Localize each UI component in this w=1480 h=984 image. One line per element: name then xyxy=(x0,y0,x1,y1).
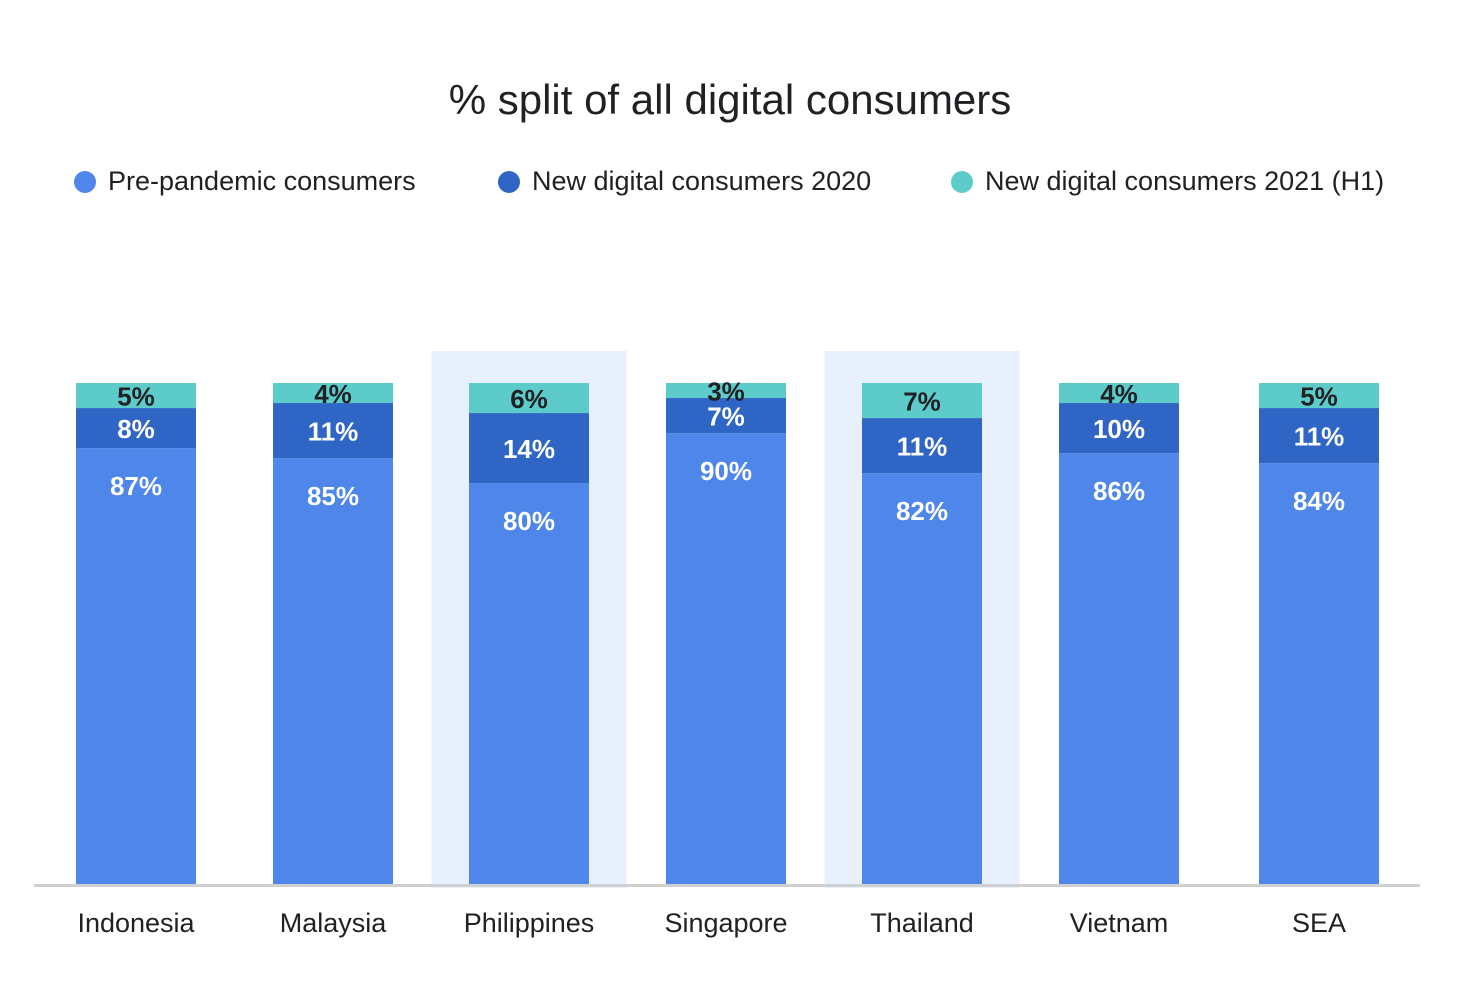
data-label-thailand-pre-pandemic-consumers: 82% xyxy=(896,496,948,526)
data-label-thailand-new-digital-consumers-2021-h1: 7% xyxy=(903,387,941,417)
legend-swatch-new-2021 xyxy=(951,170,973,193)
legend-label-new-2021: New digital consumers 2021 (H1) xyxy=(985,166,1385,196)
data-label-philippines-new-digital-consumers-2021-h1: 6% xyxy=(510,384,548,414)
bar-indonesia-new-digital-consumers-2020 xyxy=(76,408,196,449)
bar-vietnam-new-digital-consumers-2020 xyxy=(1059,403,1179,454)
bar-sea-pre-pandemic-consumers xyxy=(1259,463,1379,884)
data-label-malaysia-pre-pandemic-consumers: 85% xyxy=(307,481,359,511)
legend-swatch-new-2020 xyxy=(498,170,520,193)
data-label-vietnam-pre-pandemic-consumers: 86% xyxy=(1093,476,1145,506)
legend-item-new-2020: New digital consumers 2020 xyxy=(498,166,871,197)
bar-thailand-pre-pandemic-consumers xyxy=(862,473,982,884)
bar-thailand-new-digital-consumers-2020 xyxy=(862,418,982,474)
data-label-philippines-pre-pandemic-consumers: 80% xyxy=(503,506,555,536)
data-label-malaysia-new-digital-consumers-2021-h1: 4% xyxy=(314,379,352,409)
data-label-indonesia-new-digital-consumers-2020: 8% xyxy=(117,414,155,444)
data-label-vietnam-new-digital-consumers-2020: 10% xyxy=(1093,414,1145,444)
data-label-singapore-pre-pandemic-consumers: 90% xyxy=(700,456,752,486)
bar-malaysia-pre-pandemic-consumers xyxy=(273,458,393,884)
data-label-sea-new-digital-consumers-2021-h1: 5% xyxy=(1300,382,1338,412)
x-tick-label-thailand: Thailand xyxy=(870,908,974,938)
data-label-indonesia-pre-pandemic-consumers: 87% xyxy=(110,471,162,501)
bar-thailand-new-digital-consumers-2021-h1 xyxy=(862,383,982,419)
x-tick-label-indonesia: Indonesia xyxy=(77,908,195,938)
data-label-singapore-new-digital-consumers-2021-h1: 3% xyxy=(707,377,745,407)
data-label-sea-pre-pandemic-consumers: 84% xyxy=(1293,486,1345,516)
bar-singapore-new-digital-consumers-2020 xyxy=(666,398,786,434)
legend-item-new-2021: New digital consumers 2021 (H1) xyxy=(951,166,1384,197)
x-tick-label-sea: SEA xyxy=(1292,908,1346,938)
bar-vietnam-pre-pandemic-consumers xyxy=(1059,453,1179,884)
x-tick-label-vietnam: Vietnam xyxy=(1070,908,1169,938)
data-label-indonesia-new-digital-consumers-2021-h1: 5% xyxy=(117,382,155,412)
x-tick-label-malaysia: Malaysia xyxy=(280,908,388,938)
bar-philippines-new-digital-consumers-2021-h1 xyxy=(469,383,589,414)
bar-sea-new-digital-consumers-2021-h1 xyxy=(1259,383,1379,409)
bar-malaysia-new-digital-consumers-2021-h1 xyxy=(273,383,393,404)
bar-philippines-pre-pandemic-consumers xyxy=(469,483,589,884)
data-label-singapore-new-digital-consumers-2020: 7% xyxy=(707,402,745,432)
data-label-thailand-new-digital-consumers-2020: 11% xyxy=(897,432,948,462)
legend-swatch-pre-pandemic xyxy=(74,170,96,193)
data-label-philippines-new-digital-consumers-2020: 14% xyxy=(503,434,555,464)
data-label-malaysia-new-digital-consumers-2020: 11% xyxy=(308,417,359,447)
legend-label-new-2020: New digital consumers 2020 xyxy=(532,166,872,196)
bar-malaysia-new-digital-consumers-2020 xyxy=(273,403,393,459)
data-label-vietnam-new-digital-consumers-2021-h1: 4% xyxy=(1100,379,1138,409)
bar-vietnam-new-digital-consumers-2021-h1 xyxy=(1059,383,1179,404)
chart-title: % split of all digital consumers xyxy=(448,76,1012,123)
data-label-sea-new-digital-consumers-2020: 11% xyxy=(1294,422,1345,452)
bar-sea-new-digital-consumers-2020 xyxy=(1259,408,1379,464)
bar-indonesia-pre-pandemic-consumers xyxy=(76,448,196,884)
legend-label-pre-pandemic: Pre-pandemic consumers xyxy=(108,166,416,196)
x-tick-label-philippines: Philippines xyxy=(464,908,595,938)
bar-singapore-new-digital-consumers-2021-h1 xyxy=(666,383,786,399)
bar-singapore-pre-pandemic-consumers xyxy=(666,433,786,884)
bar-indonesia-new-digital-consumers-2021-h1 xyxy=(76,383,196,409)
bar-philippines-new-digital-consumers-2020 xyxy=(469,413,589,484)
x-tick-label-singapore: Singapore xyxy=(664,908,787,938)
legend-item-pre-pandemic: Pre-pandemic consumers xyxy=(74,166,416,197)
